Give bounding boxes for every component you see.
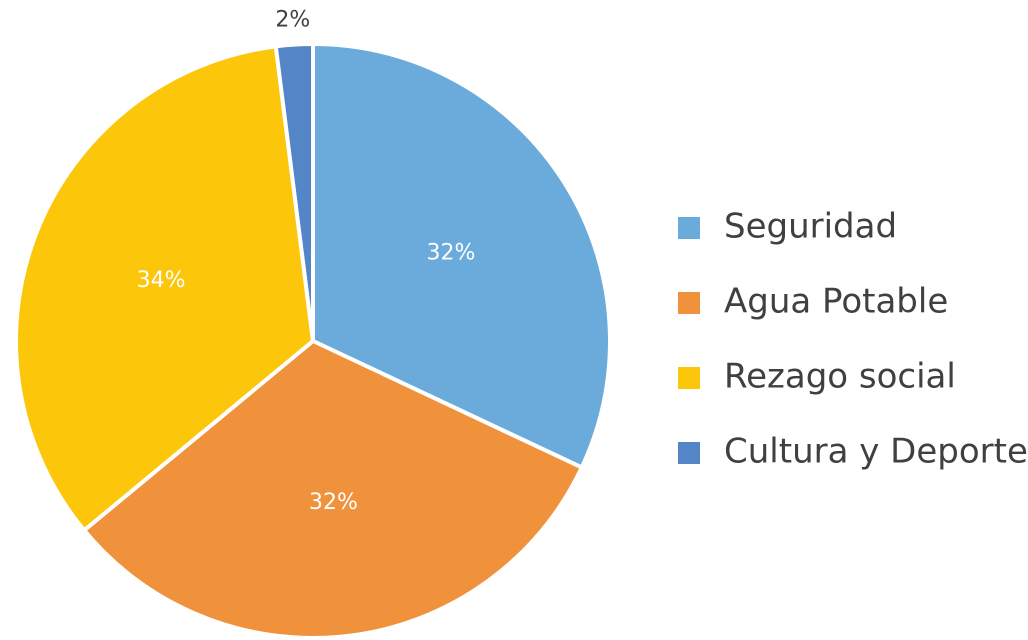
slice-label: 2% <box>275 8 310 33</box>
legend-swatch <box>678 217 700 239</box>
legend-label: Rezago social <box>724 357 956 397</box>
pie-slice <box>311 42 612 470</box>
legend-label: Agua Potable <box>724 282 948 322</box>
slice-label: 34% <box>137 268 186 293</box>
slice-label: 32% <box>426 240 475 265</box>
legend-swatch <box>678 442 700 464</box>
pie-slice <box>273 42 315 343</box>
legend-label: Cultura y Deporte <box>724 432 1028 472</box>
pie-slice <box>82 339 584 640</box>
pie-slice <box>14 44 315 533</box>
legend-label: Seguridad <box>724 207 897 247</box>
legend-swatch <box>678 292 700 314</box>
legend-swatch <box>678 367 700 389</box>
slice-label: 32% <box>309 490 358 515</box>
